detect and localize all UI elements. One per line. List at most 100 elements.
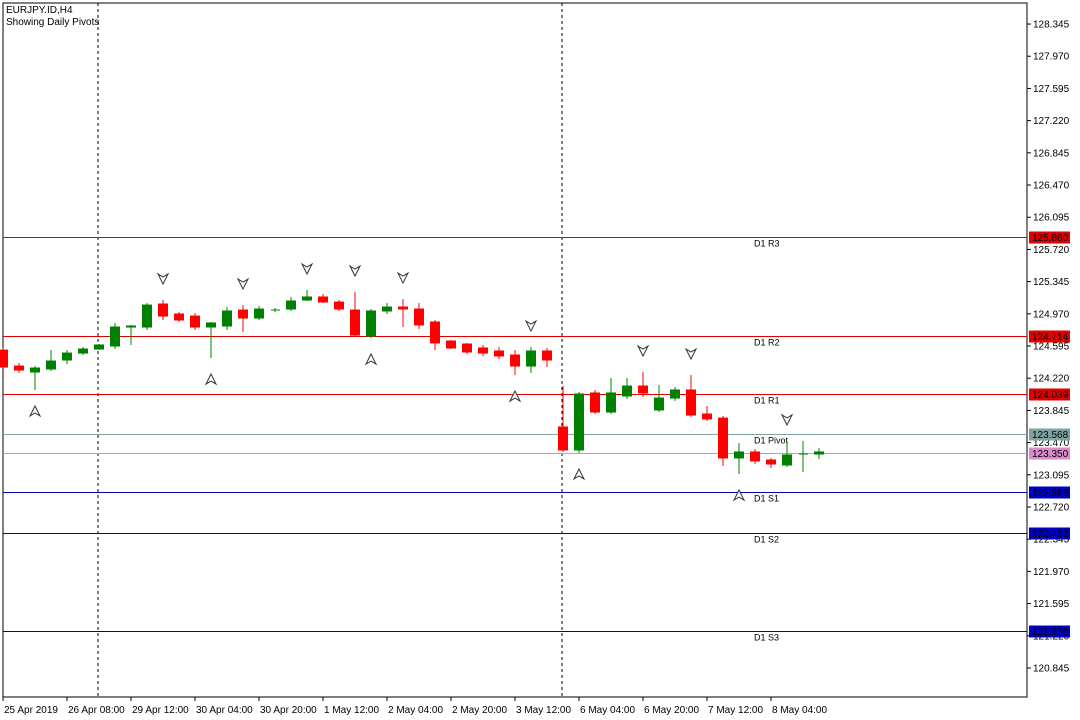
candle-body: [350, 309, 360, 336]
fractal-down: [572, 467, 586, 481]
fractal-down: [204, 372, 218, 386]
y-tick-label: 127.220: [1033, 116, 1070, 127]
price-box: [1029, 527, 1070, 540]
fractal-down: [28, 404, 42, 418]
fractal-up: [780, 413, 794, 427]
candle-body: [462, 343, 472, 353]
candle-body: [366, 310, 376, 337]
price-box: [1029, 625, 1070, 638]
candle-body: [254, 308, 264, 319]
pivot-name: D1 R1: [754, 396, 780, 406]
candle-body: [814, 451, 824, 455]
price-box: [1029, 231, 1070, 244]
y-tick-label: 125.345: [1033, 277, 1070, 288]
fractal-up: [236, 277, 250, 291]
x-tick-label: 30 Apr 04:00: [196, 705, 253, 716]
candle-body: [574, 393, 584, 451]
fractal-up: [636, 344, 650, 358]
fractal-up: [300, 262, 314, 276]
x-tick-label: 26 Apr 08:00: [68, 705, 125, 716]
fractal-down: [508, 389, 522, 403]
y-tick-label: 120.845: [1033, 663, 1070, 674]
y-tick-label: 127.595: [1033, 84, 1070, 95]
price-box-label: 122.893: [1032, 488, 1069, 499]
candle-body: [430, 321, 440, 344]
price-box: [1029, 447, 1070, 460]
price-box: [1029, 428, 1070, 441]
candle-body: [126, 325, 136, 328]
y-tick-label: 123.095: [1033, 470, 1070, 481]
candle-body: [638, 385, 648, 394]
price-box-label: 122.422: [1032, 529, 1069, 540]
y-tick-label: 126.095: [1033, 213, 1070, 224]
candle-body: [510, 354, 520, 367]
price-box-label: 123.350: [1032, 449, 1069, 460]
x-tick-label: 25 Apr 2019: [4, 705, 58, 716]
fractal-down: [364, 352, 378, 366]
pivot-name: D1 R3: [754, 239, 780, 249]
price-box: [1029, 486, 1070, 499]
x-tick-label: 30 Apr 20:00: [260, 705, 317, 716]
candle-body: [286, 300, 296, 310]
price-box-label: 124.714: [1032, 332, 1069, 343]
x-tick-label: 8 May 04:00: [772, 705, 827, 716]
fractal-up: [156, 272, 170, 286]
candle-body: [158, 303, 168, 317]
candle-body: [782, 454, 792, 466]
candle-body: [622, 385, 632, 397]
chart-subtitle: Showing Daily Pivots: [6, 17, 99, 28]
candle-body: [686, 389, 696, 416]
y-tick-label: 125.720: [1033, 245, 1070, 256]
candle-body: [62, 352, 72, 361]
pivot-name: D1 Pivot: [754, 436, 789, 446]
x-tick-label: 6 May 20:00: [644, 705, 699, 716]
candle-body: [222, 310, 232, 327]
candle-body: [238, 309, 248, 319]
candle-body: [46, 360, 56, 370]
y-tick-label: 126.845: [1033, 148, 1070, 159]
candle-body: [78, 348, 88, 354]
candle-body: [382, 306, 392, 312]
candle-body: [14, 365, 24, 371]
y-tick-label: 126.470: [1033, 181, 1070, 192]
y-tick-label: 128.345: [1033, 20, 1070, 31]
candle-body: [478, 347, 488, 354]
y-tick-label: 127.970: [1033, 52, 1070, 63]
y-tick-label: 123.845: [1033, 406, 1070, 417]
x-tick-label: 2 May 04:00: [388, 705, 443, 716]
candle-body: [526, 350, 536, 367]
fractal-up: [684, 347, 698, 361]
candle-body: [30, 367, 40, 373]
y-tick-label: 122.345: [1033, 535, 1070, 546]
candle-body: [734, 451, 744, 459]
fractal-up: [524, 319, 538, 333]
y-tick-label: 121.595: [1033, 599, 1070, 610]
x-tick-label: 1 May 12:00: [324, 705, 379, 716]
candle-body: [0, 349, 8, 368]
candle-body: [446, 340, 456, 349]
fractal-down: [732, 488, 746, 502]
candle-body: [414, 308, 424, 326]
candle-body: [206, 322, 216, 328]
candle-body: [654, 397, 664, 411]
candle-body: [670, 389, 680, 399]
price-box-label: 123.568: [1032, 430, 1069, 441]
price-box-label: 124.039: [1032, 390, 1069, 401]
price-box-label: 125.860: [1032, 233, 1069, 244]
candle-body: [318, 296, 328, 303]
candle-body: [702, 413, 712, 420]
candle-body: [558, 426, 568, 451]
x-tick-label: 7 May 12:00: [708, 705, 763, 716]
candle-body: [94, 344, 104, 350]
candle-body: [110, 326, 120, 347]
candle-body: [302, 296, 312, 301]
pivot-name: D1 S1: [754, 494, 779, 504]
candle-body: [142, 304, 152, 328]
x-tick-label: 29 Apr 12:00: [132, 705, 189, 716]
candle-body: [542, 350, 552, 361]
candle-body: [750, 451, 760, 462]
pivot-name: D1 S3: [754, 633, 779, 643]
candle-body: [174, 313, 184, 321]
